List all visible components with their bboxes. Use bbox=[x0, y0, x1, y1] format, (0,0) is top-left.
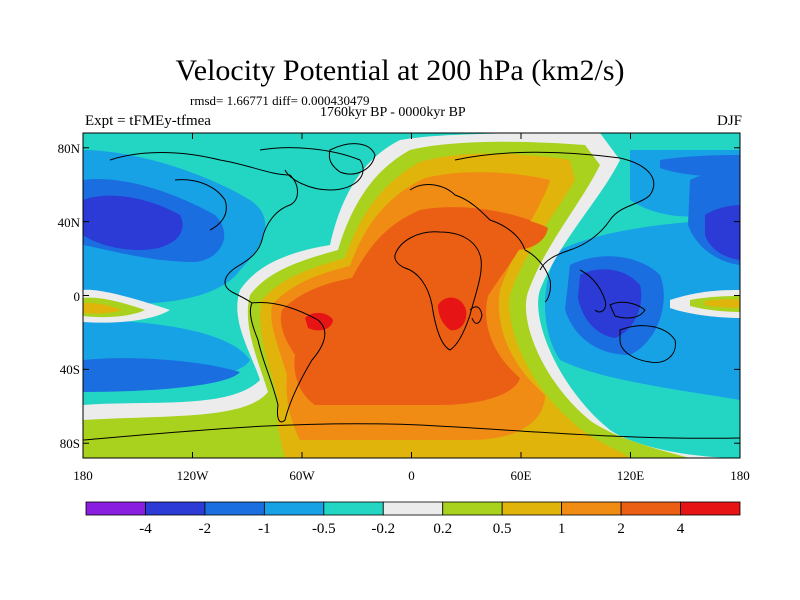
season-label: DJF bbox=[716, 113, 742, 129]
longitude-label: 60E bbox=[510, 468, 532, 483]
colorbar-swatch bbox=[263, 501, 325, 516]
colorbar-swatch bbox=[85, 501, 146, 516]
colorbar bbox=[85, 501, 741, 516]
longitude-label: 180 bbox=[73, 468, 93, 483]
coastlines bbox=[83, 143, 740, 441]
colorbar-swatch bbox=[680, 501, 741, 516]
colorbar-label: 2 bbox=[617, 521, 625, 537]
map-title: Velocity Potential at 200 hPa (km2/s) bbox=[175, 54, 625, 87]
colorbar-label: -4 bbox=[139, 521, 152, 537]
latitude-label: 80N bbox=[57, 140, 80, 156]
colorbar-swatch bbox=[323, 501, 384, 516]
colorbar-swatch bbox=[620, 501, 681, 516]
colorbar-swatch bbox=[382, 501, 444, 516]
colorbar-label: -1 bbox=[258, 521, 271, 537]
colorbar-label: 4 bbox=[676, 521, 685, 537]
experiment-label: Expt = tFMEy-tfmea bbox=[85, 113, 211, 129]
colorbar-label: 0.5 bbox=[492, 521, 512, 537]
longitude-label: 0 bbox=[408, 468, 415, 483]
colorbar-label: 0.2 bbox=[433, 521, 453, 537]
colorbar-label: 1 bbox=[557, 521, 566, 537]
latitude-label: 80S bbox=[59, 436, 80, 452]
colorbar-swatch bbox=[145, 501, 206, 516]
longitude-label: 120W bbox=[176, 468, 209, 483]
colorbar-label: -2 bbox=[198, 521, 212, 537]
colorbar-swatch bbox=[501, 501, 563, 516]
latitude-label: 0 bbox=[73, 288, 81, 304]
colorbar-swatch bbox=[561, 501, 622, 516]
latitude-label: 40N bbox=[57, 214, 80, 230]
stats-text: rmsd= 1.66771 diff= 0.000430479 bbox=[190, 93, 370, 108]
period-text: 1760kyr BP - 0000kyr BP bbox=[320, 105, 466, 120]
colorbar-swatch bbox=[204, 501, 265, 516]
colorbar-swatch bbox=[442, 501, 503, 516]
colorbar-label: -0.2 bbox=[371, 521, 396, 537]
axis-ticks bbox=[82, 133, 741, 458]
longitude-label: 180 bbox=[730, 468, 750, 483]
colorbar-label: -0.5 bbox=[311, 521, 336, 537]
latitude-label: 40S bbox=[59, 362, 80, 378]
longitude-label: 60W bbox=[289, 468, 315, 483]
velocity-potential-field bbox=[83, 133, 740, 458]
longitude-label: 120E bbox=[616, 468, 645, 483]
